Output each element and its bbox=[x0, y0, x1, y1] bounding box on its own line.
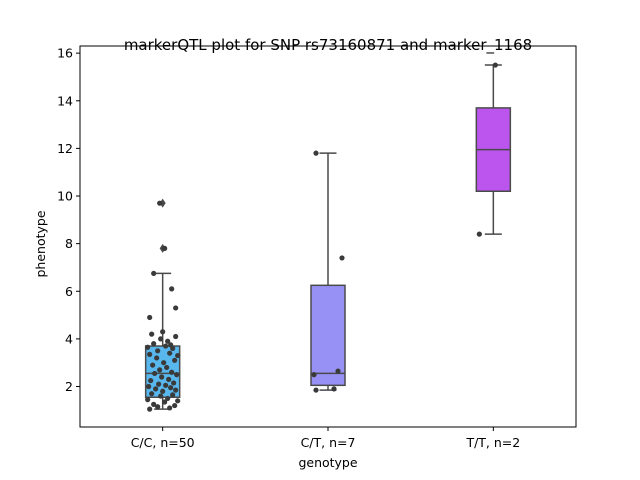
data-point bbox=[152, 370, 158, 377]
data-point bbox=[148, 377, 154, 384]
x-tick-label: C/C, n=50 bbox=[131, 435, 195, 450]
data-point bbox=[162, 245, 168, 252]
data-point bbox=[172, 402, 178, 409]
y-tick-label: 4 bbox=[65, 331, 73, 346]
x-tick-label: T/T, n=2 bbox=[465, 435, 520, 450]
y-tick-label: 6 bbox=[65, 284, 73, 299]
data-point bbox=[167, 350, 173, 356]
data-point bbox=[165, 395, 171, 402]
data-point bbox=[170, 392, 176, 398]
data-point bbox=[147, 314, 153, 321]
y-tick-label: 8 bbox=[65, 236, 73, 251]
outlier-marker bbox=[159, 198, 166, 208]
data-point bbox=[158, 393, 164, 399]
data-point bbox=[311, 372, 317, 378]
data-point bbox=[166, 376, 172, 382]
data-point bbox=[157, 200, 163, 206]
data-point bbox=[313, 150, 319, 156]
data-point bbox=[145, 344, 151, 350]
data-point bbox=[146, 383, 152, 390]
data-point bbox=[163, 343, 169, 349]
x-axis: C/C, n=50 C/T, n=7 T/T, n=2 bbox=[131, 427, 520, 450]
data-point bbox=[155, 404, 161, 410]
data-point bbox=[169, 286, 175, 292]
data-point bbox=[153, 386, 159, 392]
data-point bbox=[168, 342, 174, 348]
y-tick-label: 14 bbox=[57, 93, 73, 108]
data-point bbox=[161, 360, 167, 366]
data-point bbox=[158, 336, 164, 342]
data-point bbox=[173, 387, 179, 393]
iqr-box bbox=[310, 284, 346, 387]
data-point bbox=[313, 387, 319, 393]
y-tick-label: 10 bbox=[57, 189, 73, 204]
data-point bbox=[476, 231, 482, 237]
data-point bbox=[149, 331, 155, 337]
y-tick-label: 2 bbox=[65, 379, 73, 394]
data-point bbox=[339, 255, 345, 261]
y-axis-label: phenotype bbox=[33, 210, 48, 277]
data-point bbox=[335, 368, 341, 374]
box-1 bbox=[310, 152, 346, 391]
data-point bbox=[151, 270, 157, 277]
data-point bbox=[157, 367, 163, 373]
x-axis-label: genotype bbox=[298, 455, 357, 470]
data-point bbox=[149, 391, 155, 397]
box-2 bbox=[475, 64, 512, 235]
data-point bbox=[167, 405, 173, 411]
data-point bbox=[175, 398, 181, 404]
data-point bbox=[172, 357, 178, 363]
data-point bbox=[165, 338, 171, 344]
data-point bbox=[147, 406, 153, 412]
data-point bbox=[159, 374, 165, 380]
points-layer bbox=[145, 62, 498, 412]
data-point bbox=[160, 388, 166, 394]
boxes-layer bbox=[144, 64, 512, 410]
y-tick-label: 12 bbox=[57, 141, 73, 156]
data-point bbox=[151, 401, 157, 407]
data-point bbox=[145, 397, 151, 403]
data-point bbox=[162, 399, 168, 405]
data-point bbox=[160, 329, 166, 335]
data-point bbox=[175, 352, 181, 359]
data-point bbox=[164, 364, 170, 371]
data-point bbox=[173, 333, 179, 340]
data-point bbox=[154, 355, 160, 361]
data-point bbox=[155, 348, 161, 354]
y-tick-label: 16 bbox=[57, 46, 73, 61]
data-point bbox=[492, 62, 498, 68]
data-point bbox=[173, 305, 179, 311]
data-point bbox=[147, 351, 153, 357]
data-point bbox=[168, 385, 174, 391]
y-axis: 2 4 6 8 10 12 14 16 bbox=[57, 46, 80, 394]
data-point bbox=[156, 381, 162, 387]
data-point bbox=[174, 372, 180, 378]
data-point bbox=[171, 380, 177, 386]
x-tick-label: C/T, n=7 bbox=[301, 435, 356, 450]
data-point bbox=[163, 382, 169, 388]
data-point bbox=[151, 341, 157, 347]
data-point bbox=[331, 386, 337, 392]
data-point bbox=[169, 369, 175, 375]
data-point bbox=[150, 362, 156, 368]
